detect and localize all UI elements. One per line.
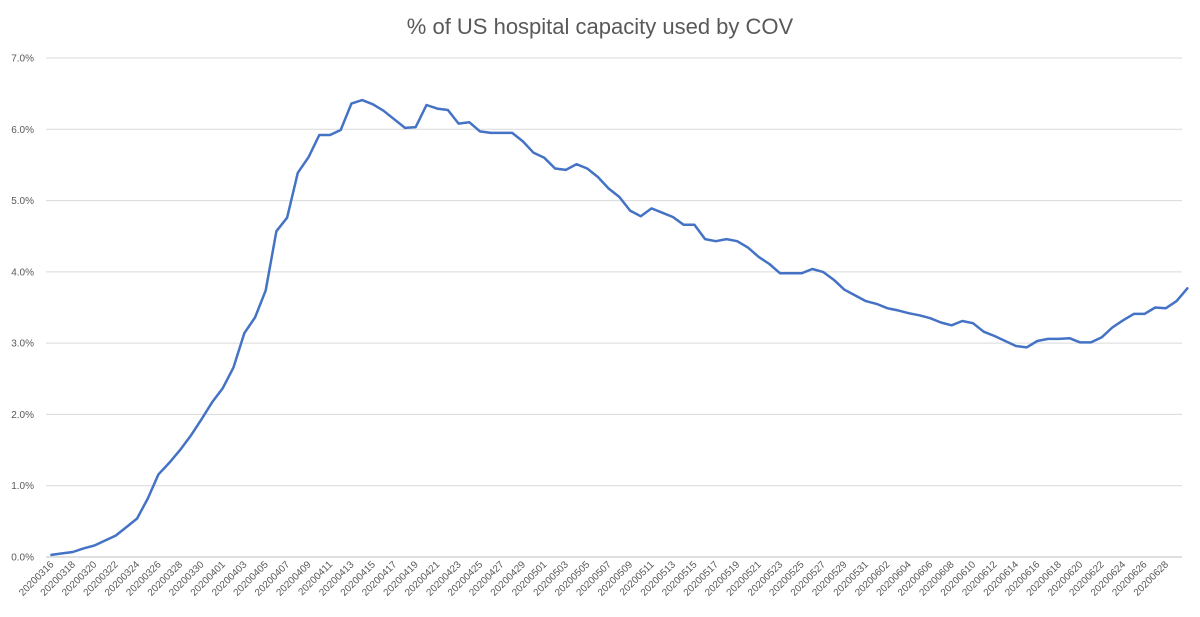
y-tick-label: 6.0% bbox=[11, 125, 34, 136]
gridlines bbox=[46, 57, 1182, 558]
y-tick-label: 2.0% bbox=[11, 410, 34, 421]
y-tick-label: 0.0% bbox=[11, 553, 34, 564]
series-line bbox=[50, 98, 1189, 557]
y-axis-tick-labels: 0.0% 1.0% 2.0% 3.0% 4.0% 5.0% 6.0% 7.0% bbox=[11, 54, 34, 564]
y-tick-label: 5.0% bbox=[11, 196, 34, 207]
y-tick-label: 1.0% bbox=[11, 481, 34, 492]
y-tick-label: 7.0% bbox=[11, 54, 34, 65]
chart-title: % of US hospital capacity used by COV bbox=[406, 14, 794, 39]
y-tick-label: 4.0% bbox=[11, 267, 34, 278]
x-axis-tick-labels: 2020031620200318202003202020032220200324… bbox=[17, 559, 1171, 599]
series-layer bbox=[50, 98, 1189, 557]
y-tick-label: 3.0% bbox=[11, 339, 34, 350]
